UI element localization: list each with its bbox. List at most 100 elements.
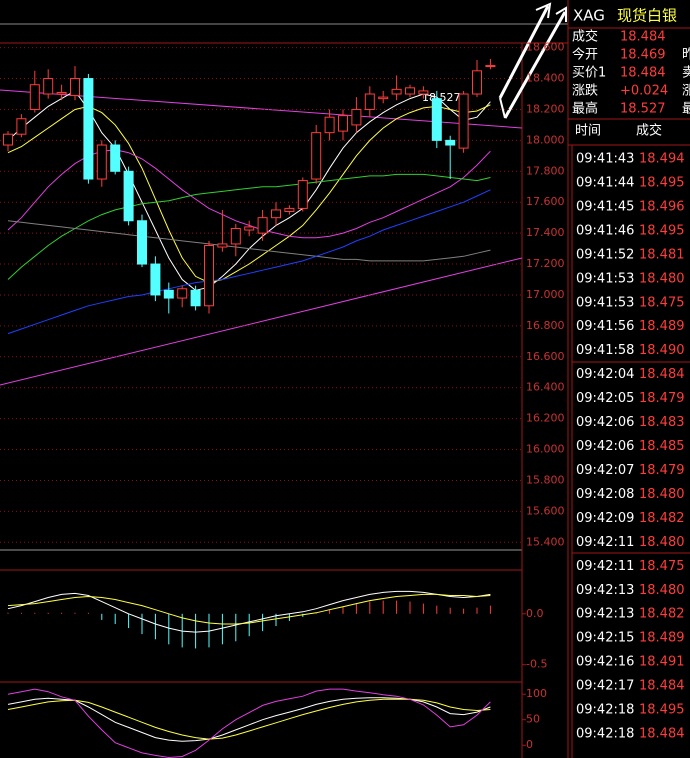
- quote-value: +0.024: [620, 84, 668, 99]
- y-tick-label: 17.800: [526, 164, 565, 177]
- arrow-stem: [499, 97, 506, 119]
- trade-time: 09:42:05: [576, 391, 634, 406]
- trade-price: 18.484: [639, 679, 685, 694]
- trade-time: 09:42:15: [576, 631, 634, 646]
- quote-side-label: 卖: [682, 66, 690, 81]
- trade-time: 09:42:11: [576, 535, 634, 550]
- trade-time: 09:42:04: [576, 367, 634, 382]
- candle-body: [324, 116, 335, 134]
- trade-time: 09:41:58: [576, 343, 634, 358]
- quote-label: 成交: [572, 29, 598, 45]
- trade-time: 09:42:11: [576, 559, 634, 574]
- indicator-line: [7, 189, 491, 335]
- quote-label: 涨跌: [572, 83, 598, 99]
- quote-side-label: 最: [682, 102, 690, 117]
- candle-body: [190, 289, 201, 307]
- candle-body: [43, 78, 54, 95]
- candle-body: [137, 220, 147, 265]
- trade-time: 09:42:13: [576, 583, 634, 598]
- trade-time: 09:41:44: [576, 175, 634, 190]
- quote-label: 买价1: [572, 66, 606, 81]
- quote-label: 最高: [572, 101, 598, 117]
- candle-body: [284, 207, 295, 212]
- trade-time: 09:42:18: [576, 727, 634, 742]
- trade-price: 18.495: [639, 703, 685, 718]
- y-tick-label: 17.400: [526, 226, 565, 239]
- y-tick-label: 16.000: [526, 443, 565, 456]
- trade-price: 18.483: [639, 415, 685, 430]
- trade-price: 18.496: [639, 199, 685, 214]
- candle-body: [244, 226, 255, 231]
- candle-body: [405, 87, 415, 95]
- y-tick-label: 17.200: [526, 257, 565, 270]
- trade-time: 09:41:56: [576, 319, 634, 334]
- trade-price: 18.485: [639, 439, 685, 454]
- trade-price: 18.482: [639, 607, 685, 622]
- trade-time: 09:42:09: [576, 511, 634, 526]
- trade-price: 18.495: [639, 223, 685, 238]
- y-tick-label: 16.800: [526, 319, 565, 332]
- trade-time: 09:41:53: [576, 271, 634, 286]
- y-tick-label: 15.600: [526, 504, 565, 517]
- candle-body: [177, 288, 188, 299]
- candle-body: [485, 65, 496, 68]
- candle-body: [391, 88, 402, 95]
- trade-time: 09:42:16: [576, 655, 634, 670]
- quote-side-label: 涨: [682, 84, 690, 99]
- candle-body: [364, 93, 375, 110]
- candle-body: [271, 209, 281, 219]
- y-tick-label: 100: [526, 687, 547, 700]
- y-tick-label: 18.400: [526, 72, 565, 85]
- trade-time: 09:42:06: [576, 439, 634, 454]
- quote-side-label: 昨: [682, 48, 690, 63]
- y-tick-label: 17.600: [526, 195, 565, 208]
- candle-body: [217, 243, 228, 248]
- trade-time: 09:42:08: [576, 487, 634, 502]
- candle-body: [230, 227, 241, 245]
- trade-price: 18.480: [639, 487, 685, 502]
- candle-body: [472, 70, 482, 95]
- y-tick-label: 17.000: [526, 288, 565, 301]
- trade-price: 18.482: [639, 511, 685, 526]
- trade-price: 18.480: [639, 535, 685, 550]
- trend-line-lower: [0, 257, 523, 386]
- y-tick-label: 0.0: [526, 607, 544, 620]
- quote-value: 18.484: [620, 66, 666, 81]
- candle-body: [311, 132, 322, 180]
- trade-time: 09:42:17: [576, 679, 634, 694]
- candle-body: [56, 91, 67, 95]
- candle-body: [431, 98, 442, 141]
- candle-body: [204, 244, 214, 307]
- trade-price: 18.484: [639, 367, 685, 382]
- symbol-name: 现货白银: [617, 7, 677, 25]
- trade-price: 18.489: [639, 319, 685, 334]
- trade-time: 09:42:06: [576, 415, 634, 430]
- indicator-line: [7, 590, 491, 633]
- y-tick-label: 50: [526, 713, 540, 726]
- candle-body: [257, 217, 268, 234]
- trade-time: 09:41:52: [576, 247, 634, 262]
- trade-time: 09:41:45: [576, 199, 634, 214]
- trade-price: 18.495: [639, 175, 685, 190]
- candle-body: [458, 93, 469, 149]
- indicator-line: [7, 173, 491, 280]
- trade-price: 18.480: [639, 583, 685, 598]
- candle-body: [3, 133, 13, 146]
- y-tick-label: 18.200: [526, 102, 565, 115]
- trade-price: 18.490: [639, 343, 685, 358]
- chart-area: 18.527: [0, 2, 568, 758]
- quote-value: 18.527: [620, 102, 666, 117]
- trade-price: 18.479: [639, 391, 685, 406]
- candle-body: [29, 84, 40, 110]
- trade-time: 09:42:07: [576, 463, 634, 478]
- trade-price: 18.480: [639, 271, 685, 286]
- candle-body: [123, 170, 134, 222]
- trade-price: 18.489: [639, 631, 685, 646]
- candle-body: [163, 289, 174, 299]
- trades-header: 时间: [575, 124, 601, 139]
- trade-price: 18.479: [639, 463, 685, 478]
- candle-body: [70, 78, 80, 97]
- trade-time: 09:41:43: [576, 152, 634, 167]
- trade-price: 18.475: [639, 295, 685, 310]
- arrow-up: [503, 11, 567, 119]
